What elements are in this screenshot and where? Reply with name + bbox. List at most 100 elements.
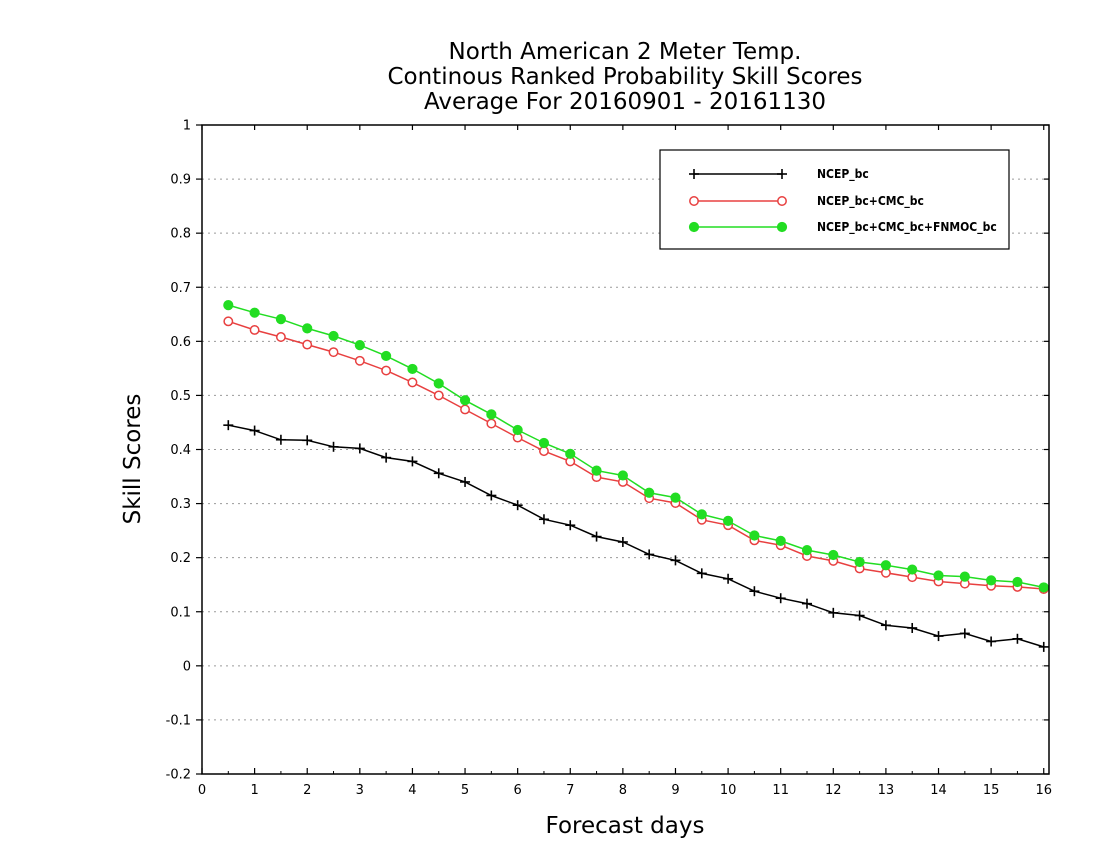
data-point (617, 536, 628, 547)
y-tick-label: 0.8 (170, 227, 191, 242)
y-axis-label: Skill Scores (120, 394, 146, 525)
data-point (407, 363, 418, 375)
data-point (328, 347, 339, 358)
y-tick-label: 0 (183, 659, 191, 674)
data-point (986, 575, 997, 586)
data-point (538, 437, 550, 449)
y-tick-label: 0.5 (170, 389, 191, 404)
data-point (959, 571, 970, 582)
legend-marker (777, 196, 787, 206)
data-point (249, 307, 260, 318)
data-point (302, 339, 313, 350)
data-point (696, 568, 707, 579)
data-point (670, 492, 681, 503)
data-point (801, 544, 813, 556)
legend-item: NCEP_bc (689, 167, 869, 182)
data-point (828, 549, 839, 561)
x-tick-label: 7 (566, 783, 574, 798)
y-tick-label: 0.2 (170, 551, 191, 566)
legend-label: NCEP_bc (817, 167, 869, 182)
data-point (486, 418, 497, 429)
x-tick-label: 10 (720, 783, 737, 798)
y-tick-label: 0.6 (170, 335, 191, 350)
data-point (696, 509, 707, 520)
x-tick-label: 14 (930, 783, 947, 798)
data-point (775, 535, 786, 547)
x-tick-label: 11 (772, 783, 789, 798)
data-point (354, 443, 365, 454)
x-tick-label: 2 (303, 783, 311, 798)
data-point (275, 434, 286, 445)
x-tick-label: 15 (983, 783, 1000, 798)
data-point (433, 468, 444, 479)
plot-frame (201, 124, 1050, 775)
data-point (381, 350, 392, 362)
x-tick-label: 1 (250, 783, 258, 798)
data-point (723, 573, 734, 584)
legend-marker (689, 169, 699, 179)
data-point (460, 404, 470, 415)
y-tick-label: 1 (183, 119, 191, 134)
x-tick-label: 6 (514, 783, 522, 798)
data-point (749, 586, 760, 597)
data-point (933, 570, 944, 581)
data-point (433, 378, 444, 389)
data-point (460, 476, 471, 487)
data-point (223, 420, 234, 431)
legend-box (659, 149, 1010, 250)
data-point (1038, 582, 1049, 593)
data-point (275, 314, 287, 325)
x-tick-label: 9 (671, 783, 679, 798)
title-line-1: North American 2 Meter Temp. (449, 39, 802, 65)
legend-item: NCEP_bc+CMC_bc (689, 194, 924, 209)
data-point (302, 435, 313, 446)
x-axis-ticks: 0 1 2 3 4 5 6 7 8 9 10 11 12 13 14 15 16 (198, 125, 1052, 798)
data-point (749, 530, 760, 541)
x-tick-label: 16 (1035, 783, 1052, 798)
data-point (539, 446, 549, 457)
data-point (722, 515, 734, 526)
chart-title: North American 2 Meter Temp. Continous R… (387, 39, 862, 115)
data-point (907, 564, 918, 575)
data-point (407, 456, 418, 467)
data-point (302, 323, 313, 334)
legend-label: NCEP_bc+CMC_bc (817, 194, 924, 209)
legend-marker (776, 221, 788, 233)
legend-item: NCEP_bc+CMC_bc+FNMOC_bc (688, 220, 997, 235)
x-tick-label: 4 (408, 783, 416, 798)
data-point (459, 395, 471, 406)
legend-marker (688, 221, 700, 233)
data-point (249, 425, 260, 436)
data-point (565, 520, 576, 531)
data-point (223, 316, 234, 327)
data-point (275, 332, 286, 342)
data-point (433, 390, 444, 401)
data-point (880, 560, 892, 571)
legend-marker (777, 169, 787, 179)
data-point (354, 340, 365, 351)
y-axis-ticks: -0.2 -0.1 0 0.1 0.2 0.3 0.4 0.5 0.6 0.7 0.8 0.9 1 (166, 119, 1049, 783)
y-tick-label: 0.7 (170, 281, 191, 296)
x-tick-label: 5 (461, 783, 469, 798)
data-point (486, 490, 497, 501)
data-point (617, 470, 628, 481)
data-point (249, 325, 260, 335)
x-tick-label: 3 (356, 783, 364, 798)
data-point (670, 555, 681, 566)
title-line-3: Average For 20160901 - 20161130 (424, 89, 826, 115)
data-point (512, 424, 523, 436)
legend-label: NCEP_bc+CMC_bc+FNMOC_bc (817, 220, 997, 235)
y-tick-label: -0.1 (166, 713, 191, 728)
data-point (854, 610, 865, 621)
data-point (591, 465, 602, 476)
data-point (907, 622, 918, 633)
data-point (854, 556, 865, 568)
data-point (538, 514, 549, 525)
data-point (591, 531, 602, 542)
x-tick-label: 8 (619, 783, 627, 798)
data-point (959, 628, 970, 639)
x-axis-label: Forecast days (546, 813, 705, 839)
data-point (775, 593, 786, 604)
x-tick-label: 12 (825, 783, 842, 798)
